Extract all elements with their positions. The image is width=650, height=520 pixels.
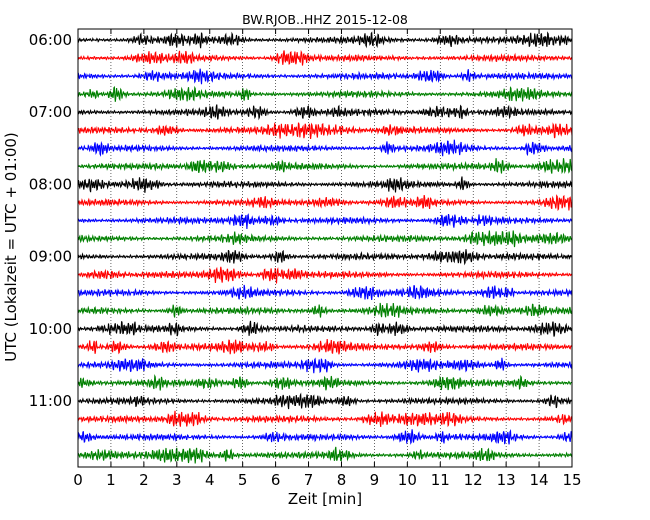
x-tick-label: 9 — [370, 471, 380, 489]
plot-frame — [77, 28, 573, 468]
trace-group — [77, 31, 573, 464]
chart-title: BW.RJOB..HHZ 2015-12-08 — [242, 12, 408, 27]
trace-3 — [77, 68, 573, 85]
trace-23 — [77, 428, 573, 445]
x-tick-label: 14 — [530, 471, 549, 489]
x-tick-label: 0 — [73, 471, 83, 489]
trace-11 — [77, 213, 573, 230]
trace-22 — [77, 410, 573, 428]
x-tick-label: 3 — [172, 471, 182, 489]
x-tick-label: 13 — [497, 471, 516, 489]
x-tick-label: 11 — [431, 471, 450, 489]
grid-lines — [110, 29, 540, 467]
y-tick-label: 08:00 — [29, 175, 72, 193]
x-tick-label: 5 — [238, 471, 248, 489]
trace-8 — [77, 158, 573, 175]
trace-10 — [77, 194, 573, 212]
trace-5 — [77, 104, 573, 121]
x-axis: 0 1 2 3 4 5 6 7 8 9 10 11 12 13 14 15 — [73, 29, 582, 489]
x-tick-label: 7 — [304, 471, 314, 489]
trace-18 — [77, 339, 573, 355]
trace-21 — [77, 392, 573, 410]
trace-20 — [77, 373, 573, 391]
y-tick-label: 07:00 — [29, 103, 72, 121]
x-tick-label: 6 — [271, 471, 281, 489]
y-tick-label: 09:00 — [29, 248, 72, 266]
trace-6 — [77, 122, 573, 140]
trace-1 — [77, 31, 573, 49]
x-tick-label: 4 — [205, 471, 215, 489]
trace-9 — [77, 176, 573, 193]
x-axis-label: Zeit [min] — [288, 490, 362, 508]
x-tick-label: 12 — [464, 471, 483, 489]
trace-7 — [77, 139, 573, 157]
trace-24 — [77, 446, 573, 464]
trace-2 — [77, 49, 573, 66]
trace-17 — [77, 320, 573, 337]
x-tick-label: 1 — [106, 471, 116, 489]
trace-14 — [77, 266, 573, 284]
trace-4 — [77, 85, 573, 102]
x-tick-label: 8 — [337, 471, 347, 489]
trace-12 — [77, 230, 573, 248]
x-tick-label: 10 — [398, 471, 417, 489]
trace-16 — [77, 302, 573, 318]
x-tick-label: 15 — [562, 471, 581, 489]
x-tick-label: 2 — [139, 471, 149, 489]
trace-15 — [77, 284, 573, 301]
trace-19 — [77, 357, 573, 374]
trace-13 — [77, 249, 573, 266]
y-tick-label: 11:00 — [29, 392, 72, 410]
y-axis: 06:00 07:00 08:00 09:00 10:00 11:00 — [29, 31, 572, 410]
y-tick-label: 06:00 — [29, 31, 72, 49]
y-axis-label: UTC (Lokalzeit = UTC + 01:00) — [2, 132, 20, 362]
y-tick-label: 10:00 — [29, 320, 72, 338]
